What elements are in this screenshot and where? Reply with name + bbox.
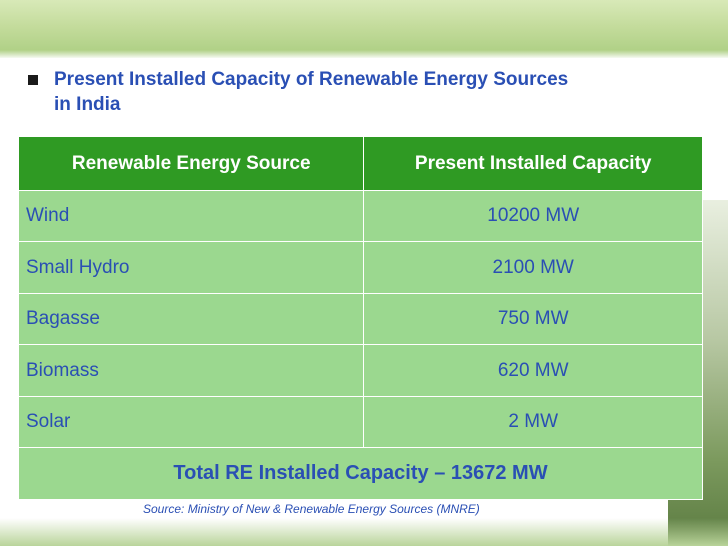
source-cell: Biomass (17, 344, 365, 397)
heading-line-1: Present Installed Capacity of Renewable … (54, 69, 569, 90)
capacity-cell: 2 MW (363, 396, 703, 448)
column-header-capacity: Present Installed Capacity (363, 136, 703, 191)
heading-text: Present Installed Capacity of Renewable … (54, 67, 568, 117)
source-cell: Bagasse (17, 293, 365, 345)
capacity-cell: 2100 MW (363, 241, 703, 294)
top-decorative-band (0, 0, 728, 58)
heading-line-2: in India (54, 94, 121, 115)
bottom-decorative-band (0, 518, 728, 546)
table-row: Small Hydro 2100 MW (17, 241, 703, 294)
table-total-row: Total RE Installed Capacity – 13672 MW (18, 447, 703, 500)
table-row: Biomass 620 MW (17, 344, 703, 397)
table-row: Solar 2 MW (17, 396, 703, 448)
source-cell: Solar (17, 396, 365, 448)
source-cell: Wind (17, 190, 365, 242)
table-row: Wind 10200 MW (17, 190, 703, 242)
table-header-row: Renewable Energy Source Present Installe… (17, 136, 703, 191)
slide-heading: Present Installed Capacity of Renewable … (28, 67, 718, 117)
capacity-cell: 750 MW (363, 293, 703, 345)
source-cell: Small Hydro (17, 241, 365, 294)
column-header-source: Renewable Energy Source (17, 136, 365, 191)
capacity-cell: 10200 MW (363, 190, 703, 242)
source-note: Source: Ministry of New & Renewable Ener… (143, 502, 480, 516)
total-capacity-cell: Total RE Installed Capacity – 13672 MW (18, 447, 703, 500)
renewable-capacity-table: Renewable Energy Source Present Installe… (17, 136, 703, 500)
capacity-cell: 620 MW (363, 344, 703, 397)
table-row: Bagasse 750 MW (17, 293, 703, 345)
square-bullet-icon (28, 75, 38, 85)
